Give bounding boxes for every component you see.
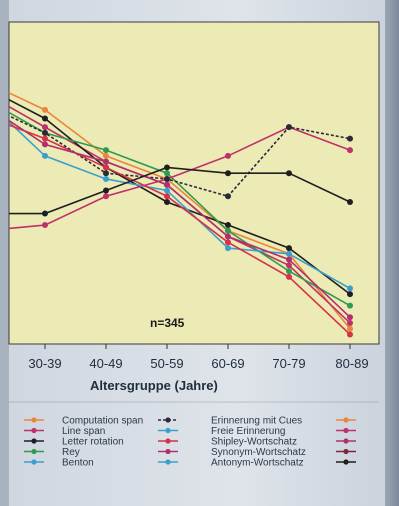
legend-col1-1-swatch-marker <box>31 427 37 434</box>
data-point <box>103 164 109 171</box>
legend-col1-3-swatch-marker <box>31 448 37 455</box>
data-point <box>164 181 170 188</box>
data-point <box>42 129 48 136</box>
data-point <box>286 268 292 275</box>
data-point <box>347 314 353 321</box>
data-point <box>103 175 109 182</box>
legend-label: Shipley-Wortschatz <box>211 437 297 448</box>
legend-col2-0-swatch-marker <box>343 417 349 423</box>
legend-mark-2-swatch-marker <box>165 438 171 444</box>
series-7 <box>9 124 353 338</box>
data-point <box>225 227 231 234</box>
data-point <box>103 152 109 159</box>
data-point <box>286 124 292 131</box>
data-point <box>42 106 48 113</box>
data-point <box>103 147 109 154</box>
data-point <box>347 319 353 326</box>
data-point <box>286 245 292 252</box>
data-point <box>164 187 170 194</box>
legend-col2-1-swatch-marker <box>343 427 349 434</box>
x-tick-label: 70-79 <box>272 356 305 371</box>
page-right-edge <box>385 0 399 506</box>
data-point <box>164 175 170 182</box>
data-point <box>42 222 48 229</box>
data-point <box>225 152 231 159</box>
data-point <box>103 187 109 194</box>
data-point <box>103 193 109 200</box>
data-point <box>347 302 353 309</box>
data-point <box>42 115 48 122</box>
legend-label: Line span <box>62 426 105 437</box>
data-point <box>164 164 170 171</box>
sample-size-annotation: n=345 <box>150 316 185 330</box>
data-point <box>286 262 292 269</box>
legend-col2-3-swatch-marker <box>343 448 349 455</box>
data-point <box>42 124 48 131</box>
data-point <box>164 199 170 205</box>
legend-col1-0-swatch-marker <box>31 417 37 423</box>
legend-mark-3-swatch-marker <box>165 448 171 455</box>
page-left-edge <box>0 0 9 506</box>
data-point <box>225 245 231 252</box>
legend-mark-1-swatch-marker <box>165 427 171 434</box>
legend-col1-4-swatch-marker <box>31 459 37 465</box>
series-5 <box>9 114 353 200</box>
x-axis-title: Altersgruppe (Jahre) <box>90 378 218 393</box>
x-tick-label: 80-89 <box>335 356 368 371</box>
data-point <box>42 210 48 217</box>
data-point <box>347 147 353 154</box>
legend-label: Freie Erinnerung <box>211 426 285 437</box>
data-point <box>347 331 353 338</box>
series-8 <box>9 119 353 321</box>
data-point <box>103 158 109 165</box>
legend-label: Synonym-Wortschatz <box>211 447 306 458</box>
data-point <box>286 250 292 257</box>
data-point <box>286 273 292 280</box>
x-tick-label: 50-59 <box>150 356 183 371</box>
data-point <box>42 141 48 148</box>
data-point <box>347 291 353 298</box>
x-tick-label: 30-39 <box>28 356 61 371</box>
series-6 <box>9 120 353 292</box>
data-point <box>42 152 48 159</box>
data-point <box>225 233 231 240</box>
data-point <box>225 239 231 246</box>
data-point <box>347 135 353 142</box>
x-axis-ticks: 30-39 40-49 50-59 60-69 70-79 80-89 <box>28 344 369 371</box>
data-point <box>225 193 231 200</box>
data-point <box>164 193 170 200</box>
data-point <box>347 325 353 332</box>
data-point <box>103 170 109 177</box>
data-point <box>164 170 170 177</box>
data-point <box>286 256 292 263</box>
series-layer <box>9 91 353 338</box>
data-point <box>225 170 231 177</box>
legend-label: Benton <box>62 458 94 469</box>
legend-col1-2-swatch-marker <box>31 438 37 444</box>
data-point <box>286 170 292 177</box>
data-point <box>225 222 231 229</box>
legend-col2-4-swatch-marker <box>343 459 349 465</box>
series-2 <box>9 98 353 298</box>
legend-col2-2-swatch-marker <box>343 438 349 444</box>
data-point <box>347 199 353 205</box>
data-point <box>42 135 48 142</box>
x-tick-label: 40-49 <box>89 356 122 371</box>
x-tick-label: 60-69 <box>211 356 244 371</box>
legend-mark-0-swatch-marker <box>165 417 171 423</box>
legend-label: Computation span <box>62 416 143 427</box>
data-point <box>347 285 353 292</box>
legend-label: Letter rotation <box>62 437 124 448</box>
legend-label: Antonym-Wortschatz <box>211 458 304 469</box>
legend-label: Rey <box>62 447 80 458</box>
legend-label: Erinnerung mit Cues <box>211 416 302 427</box>
legend-mark-4-swatch-marker <box>165 459 171 465</box>
plot-area <box>8 21 380 345</box>
series-9 <box>9 164 353 217</box>
